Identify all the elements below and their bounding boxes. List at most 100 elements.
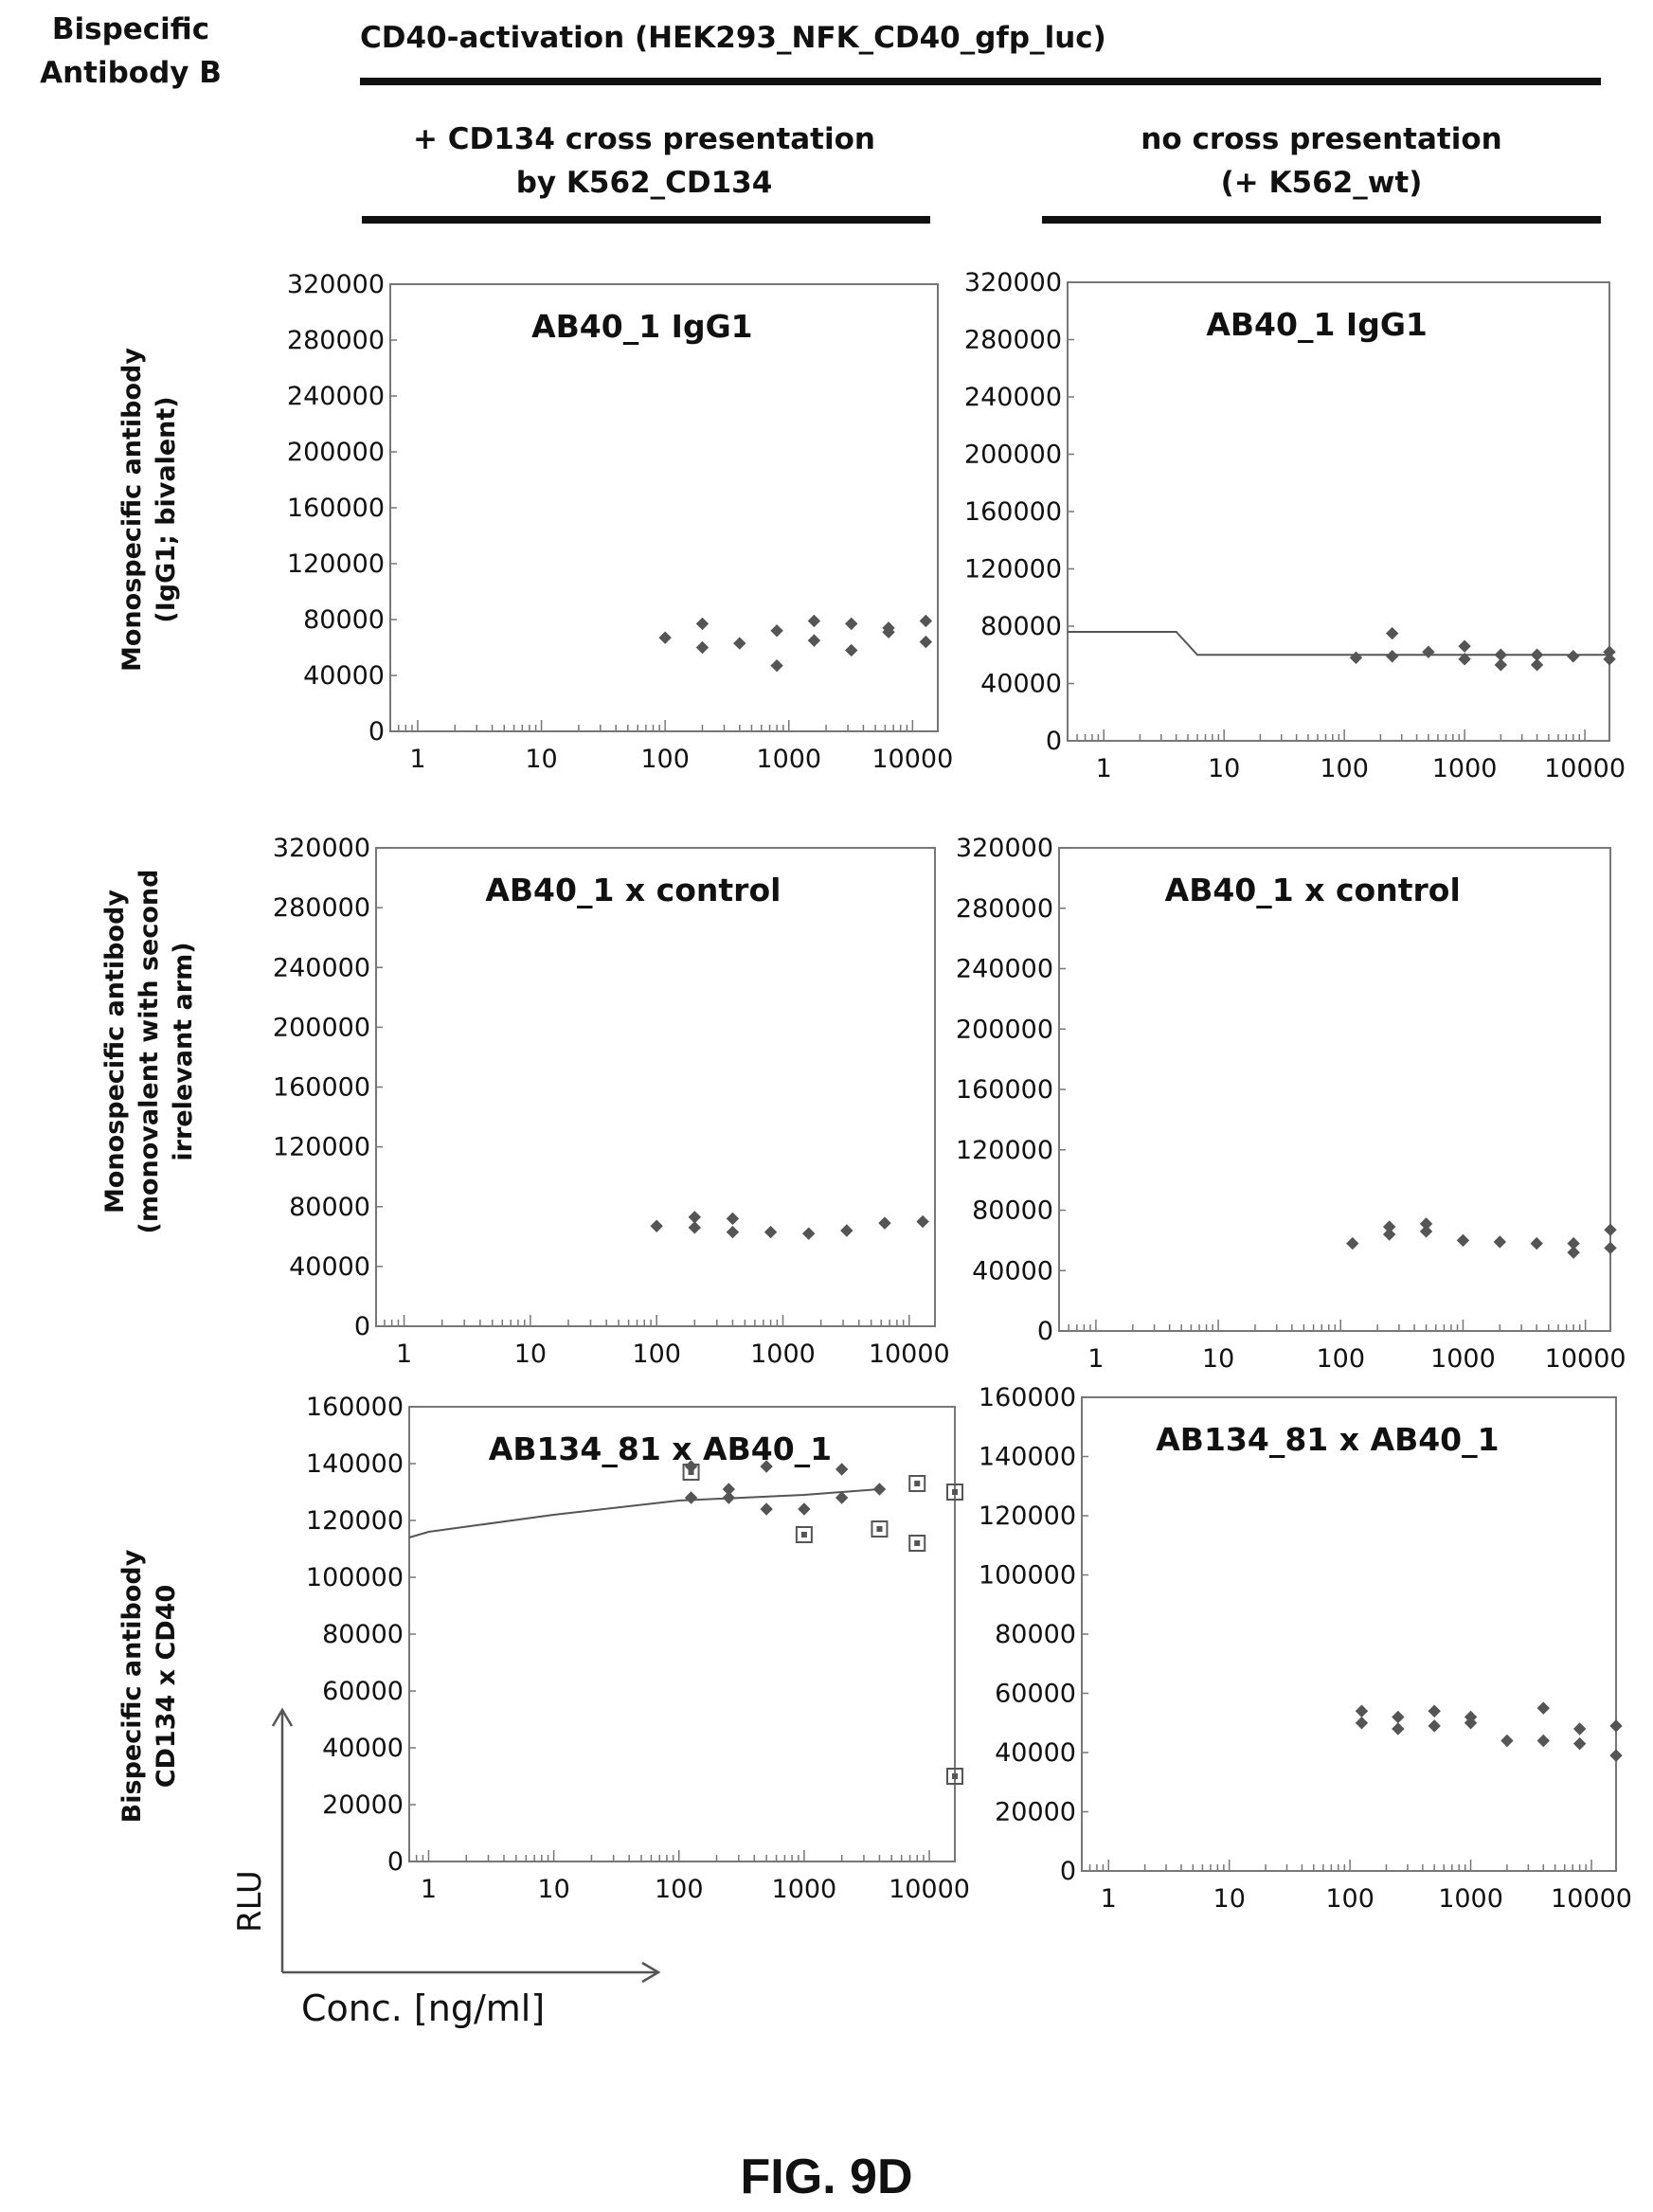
data-point-square [908, 1475, 926, 1492]
chart-panel-4: AB40_1 x control 0 40000 80000 120000 160000 2… [956, 834, 1626, 1374]
data-point-square-center [800, 1532, 807, 1538]
data-point [726, 1225, 740, 1239]
y-tick-label: 200000 [956, 1015, 1053, 1044]
data-point [695, 617, 710, 631]
data-point [1428, 1704, 1441, 1717]
data-point [722, 1491, 736, 1504]
data-point [760, 1460, 773, 1473]
data-point [872, 1483, 887, 1496]
chart-panel-2: AB40_1 IgG1 0 40000 80000 120000 160000 200000… [964, 268, 1626, 783]
data-point [1385, 626, 1399, 640]
x-tick-label: 1 [1101, 1884, 1117, 1914]
data-point-square [946, 1768, 963, 1785]
x-tick-label: 10000 [1551, 1884, 1632, 1914]
y-tick-label: 80000 [995, 1620, 1076, 1649]
chart-panel-6: AB134_81 x AB40_1 0 20000 40000 60000 80000 10… [979, 1383, 1632, 1914]
chart-title: AB40_1 x control [1165, 872, 1461, 908]
data-point-square-center [952, 1773, 958, 1779]
x-tick-label: 10000 [1545, 1344, 1626, 1374]
data-point [1392, 1722, 1405, 1735]
fit-line [1068, 631, 1609, 656]
data-point [688, 1221, 702, 1234]
data-point [1422, 645, 1435, 658]
data-point [1604, 1241, 1617, 1255]
y-tick-label: 0 [1060, 1857, 1076, 1886]
x-tick-label: 1000 [1432, 754, 1498, 783]
data-point-square-center [914, 1481, 921, 1486]
chart-title: AB40_1 IgG1 [531, 308, 753, 345]
plot-frame [375, 847, 936, 1327]
y-tick-label: 100000 [979, 1561, 1076, 1591]
x-tick-label: 100 [1325, 1884, 1375, 1914]
chart-title: AB134_81 x AB40_1 [489, 1430, 832, 1467]
y-legend-label: RLU [231, 1870, 269, 1933]
y-tick-label: 280000 [287, 326, 385, 355]
y-tick-label: 80000 [322, 1620, 404, 1649]
data-point [688, 1211, 702, 1224]
x-tick-label: 100 [1316, 1344, 1365, 1374]
data-point [770, 658, 783, 673]
data-point [919, 614, 933, 628]
chart-panel-5: AB134_81 x AB40_1 0 20000 40000 60000 80000 10… [306, 1393, 970, 1904]
x-tick-label: 100 [655, 1875, 704, 1904]
y-tick-label: 280000 [956, 894, 1053, 924]
data-point [1572, 1736, 1587, 1751]
corner-label-line1: Bispecific [51, 12, 210, 46]
y-tick-label: 20000 [995, 1798, 1076, 1827]
data-point [1536, 1701, 1550, 1715]
x-tick-label: 10 [1202, 1344, 1234, 1374]
data-point-square-center [876, 1526, 883, 1532]
chart-panel-1: AB40_1 IgG1 0 40000 80000 120000 160000 200000… [287, 270, 953, 774]
data-point [1500, 1734, 1514, 1748]
column-header-right-rule [1042, 216, 1601, 224]
chart-title: AB40_1 IgG1 [1206, 306, 1428, 343]
y-tick-label: 200000 [273, 1013, 370, 1042]
data-point-square [795, 1526, 813, 1543]
data-point [919, 635, 933, 649]
data-point [1609, 1749, 1623, 1762]
column-header-left-line1: + CD134 cross presentation [412, 122, 875, 156]
column-header-right-line1: no cross presentation [1141, 122, 1502, 156]
main-title-rule [360, 78, 1601, 85]
x-tick-label: 1000 [1438, 1884, 1503, 1914]
data-point [807, 634, 821, 647]
x-tick-label: 10 [1208, 754, 1240, 783]
data-point [1494, 658, 1508, 672]
y-legend-arrow-head [271, 1707, 294, 1727]
column-header-right: no cross presentation (+ K562_wt) [1037, 117, 1606, 205]
figure-label: FIG. 9D [740, 2149, 913, 2204]
data-point [733, 637, 746, 650]
x-tick-label: 1 [1096, 754, 1112, 783]
x-tick-label: 1000 [756, 745, 821, 774]
y-tick-label: 0 [1037, 1317, 1053, 1346]
data-point [650, 1219, 663, 1232]
y-tick-label: 80000 [980, 612, 1062, 641]
data-point [1464, 1717, 1478, 1730]
y-tick-label: 240000 [273, 953, 370, 982]
data-point-square [682, 1464, 700, 1481]
data-point [1567, 650, 1580, 663]
plot-frame [408, 1406, 956, 1862]
y-tick-label: 280000 [964, 326, 1062, 355]
data-point [770, 624, 783, 638]
y-tick-label: 40000 [980, 670, 1062, 699]
y-tick-label: 60000 [322, 1677, 404, 1706]
plot-frame [1058, 847, 1611, 1332]
y-tick-label: 0 [368, 717, 385, 746]
data-point [835, 1491, 849, 1504]
y-tick-label: 320000 [964, 268, 1062, 297]
column-header-left: + CD134 cross presentation by K562_CD134 [350, 117, 938, 205]
x-tick-label: 10000 [889, 1875, 970, 1904]
corner-label-line2: Antibody B [40, 56, 222, 90]
x-tick-label: 10 [525, 745, 557, 774]
y-tick-label: 320000 [273, 834, 370, 863]
y-tick-label: 240000 [964, 383, 1062, 412]
x-tick-label: 10 [537, 1875, 569, 1904]
y-tick-label: 80000 [303, 605, 385, 635]
x-tick-label: 10 [1213, 1884, 1246, 1914]
y-tick-label: 160000 [287, 494, 385, 523]
data-point [916, 1214, 929, 1229]
plot-frame [1067, 281, 1610, 742]
y-tick-label: 0 [354, 1312, 370, 1341]
data-point [1428, 1719, 1441, 1733]
